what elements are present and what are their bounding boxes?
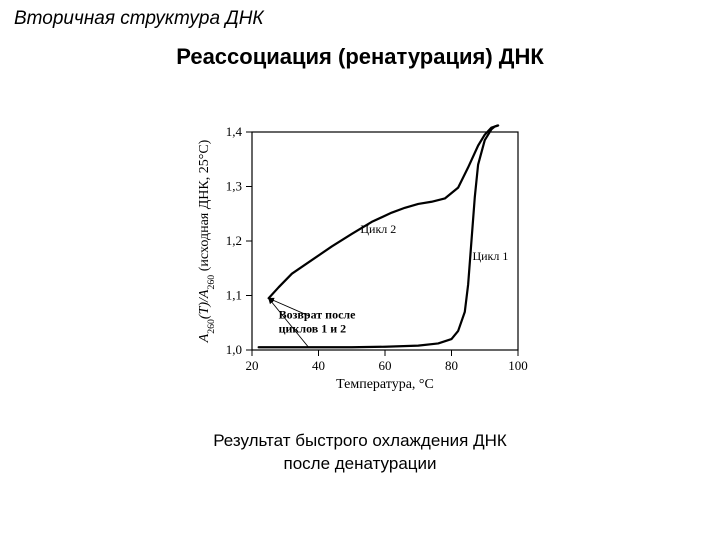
svg-text:Цикл 2: Цикл 2 xyxy=(360,222,396,236)
svg-text:Температура, °C: Температура, °C xyxy=(336,377,434,392)
svg-text:1,0: 1,0 xyxy=(226,342,242,357)
chart-container: 20 40 60 80 100 1,0 1,1 1,2 1,3 1,4 Температура, °… xyxy=(190,118,530,398)
svg-text:40: 40 xyxy=(312,358,325,373)
caption-line-2: после денатурации xyxy=(283,454,436,473)
svg-text:1,2: 1,2 xyxy=(226,233,242,248)
svg-text:60: 60 xyxy=(379,358,392,373)
svg-text:циклов 1 и 2: циклов 1 и 2 xyxy=(279,321,347,335)
svg-text:100: 100 xyxy=(508,358,528,373)
page-title: Реассоциация (ренатурация) ДНК xyxy=(0,44,720,70)
svg-text:1,3: 1,3 xyxy=(226,179,242,194)
svg-text:1,1: 1,1 xyxy=(226,288,242,303)
line-chart: 20 40 60 80 100 1,0 1,1 1,2 1,3 1,4 Температура, °… xyxy=(190,118,530,398)
svg-text:A260(T)/A260 (исходная ДНК, 25: A260(T)/A260 (исходная ДНК, 25°C) xyxy=(197,139,217,343)
chart-caption: Результат быстрого охлаждения ДНК после … xyxy=(0,430,720,476)
svg-text:80: 80 xyxy=(445,358,458,373)
svg-text:1,4: 1,4 xyxy=(226,124,243,139)
caption-line-1: Результат быстрого охлаждения ДНК xyxy=(213,431,507,450)
svg-text:Цикл 1: Цикл 1 xyxy=(472,249,508,263)
svg-text:Возврат после: Возврат после xyxy=(279,307,357,321)
svg-text:20: 20 xyxy=(246,358,259,373)
supertitle-text: Вторичная структура ДНК xyxy=(14,8,264,30)
